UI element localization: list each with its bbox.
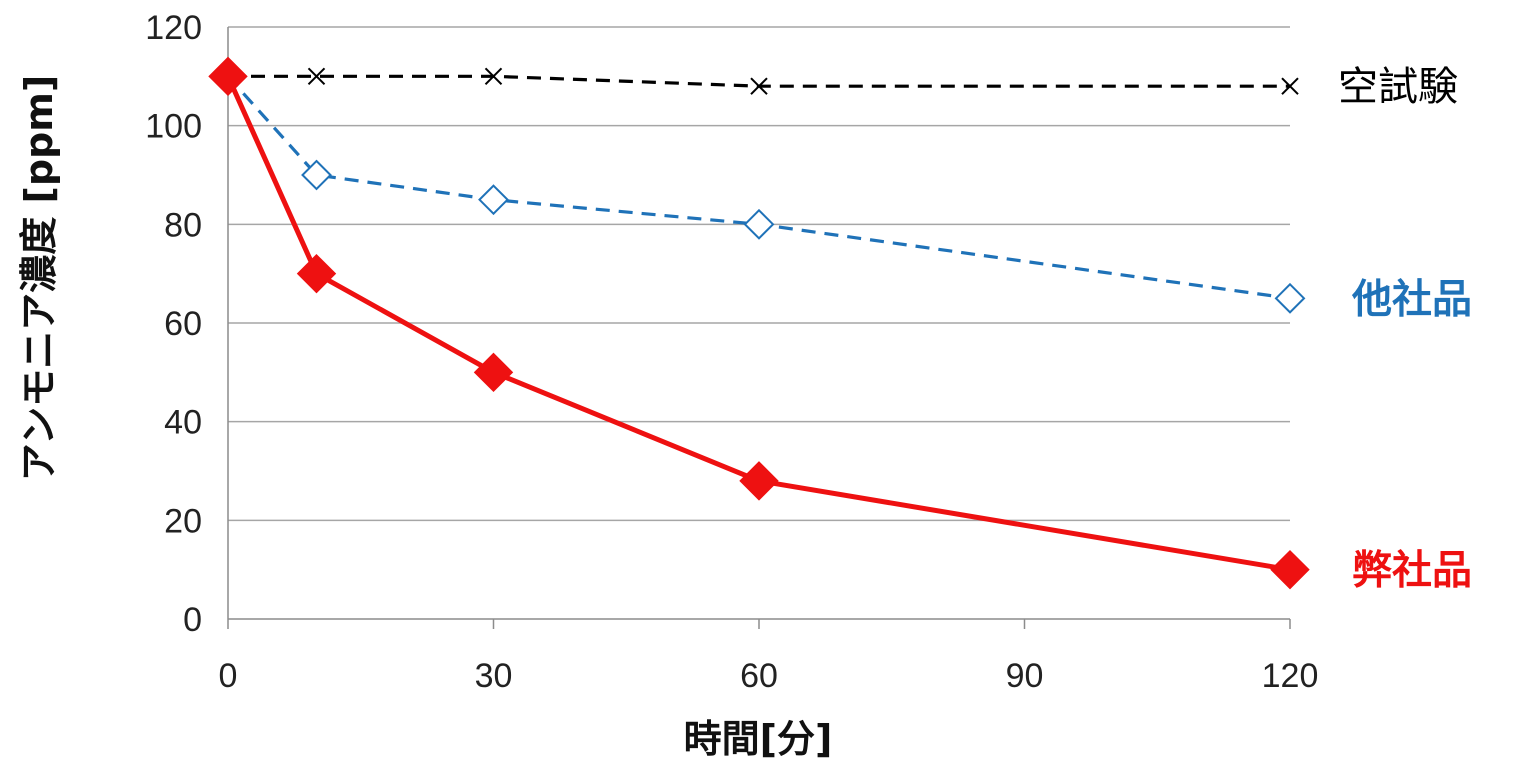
y-tick-labels: 0 20 40 60 80 100 120 — [145, 9, 202, 639]
data-point-2-4 — [1270, 549, 1310, 590]
data-point-2-0 — [208, 56, 248, 97]
data-point-0-2 — [484, 67, 503, 86]
data-point-2-2 — [473, 352, 514, 393]
x-marker-stroke — [750, 77, 768, 95]
x-marker-stroke — [1281, 77, 1299, 95]
data-point-1-2 — [478, 184, 509, 216]
x-tick-label-0: 0 — [219, 657, 238, 695]
x-axis-title: 時間[分] — [684, 717, 833, 761]
x-marker-stroke — [484, 67, 503, 86]
x-tick-label-90: 90 — [1006, 657, 1044, 695]
y-tick-label-20: 20 — [164, 502, 202, 540]
axes — [227, 27, 1291, 629]
series-label-1: 他社品 — [1351, 276, 1472, 322]
x-tick-labels: 0 30 60 90 120 — [219, 657, 1319, 695]
data-point-0-4 — [1281, 77, 1299, 95]
y-tick-label-60: 60 — [164, 305, 202, 343]
grid-lines — [228, 26, 1290, 522]
series-line-1 — [226, 75, 1291, 300]
data-point-1-4 — [1274, 282, 1306, 314]
data-point-0-3 — [750, 77, 768, 95]
series-1 — [212, 60, 1306, 314]
series-label-0: 空試験 — [1338, 64, 1458, 110]
data-point-2-3 — [739, 461, 779, 501]
x-tick-label-60: 60 — [740, 657, 778, 695]
data-point-2-1 — [296, 253, 337, 294]
data-point-0-1 — [307, 67, 326, 86]
data-point-1-3 — [743, 208, 775, 240]
series-line-0 — [228, 74, 1290, 88]
y-axis-title: アンモニア濃度 [ppm] — [17, 75, 61, 481]
x-tick-label-120: 120 — [1262, 657, 1319, 695]
series-label-2: 弊社品 — [1352, 548, 1472, 594]
x-tick-label-30: 30 — [475, 657, 513, 695]
series-0 — [219, 67, 1299, 95]
x-marker-stroke — [307, 67, 326, 86]
data-point-1-1 — [301, 159, 332, 191]
y-tick-label-120: 120 — [145, 9, 202, 47]
y-tick-label-80: 80 — [164, 206, 202, 244]
series-2 — [208, 56, 1310, 590]
series-group — [208, 56, 1310, 590]
y-tick-label-40: 40 — [164, 404, 202, 442]
y-tick-label-100: 100 — [145, 108, 202, 146]
y-tick-label-0: 0 — [183, 601, 202, 639]
